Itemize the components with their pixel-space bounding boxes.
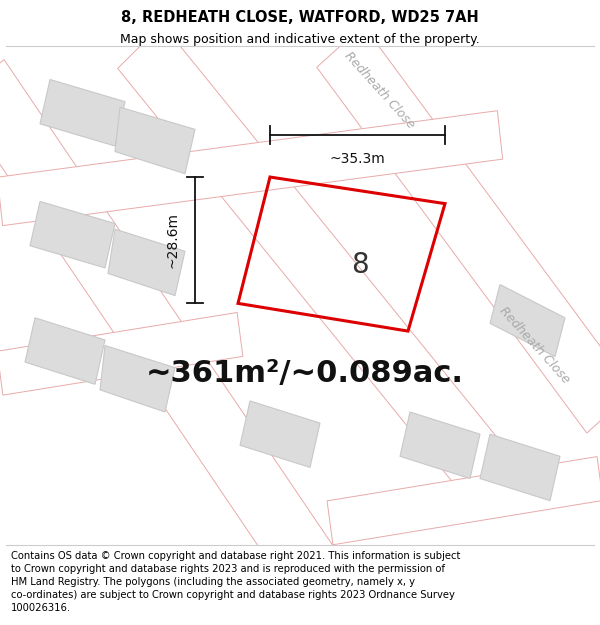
Polygon shape (0, 59, 334, 587)
Polygon shape (327, 457, 600, 545)
Polygon shape (25, 318, 105, 384)
Polygon shape (490, 284, 565, 357)
Polygon shape (40, 79, 125, 146)
Polygon shape (0, 312, 243, 395)
Polygon shape (400, 412, 480, 479)
Polygon shape (317, 25, 600, 433)
Polygon shape (100, 346, 175, 412)
Polygon shape (30, 201, 115, 268)
Polygon shape (480, 434, 560, 501)
Polygon shape (108, 229, 185, 296)
Text: Map shows position and indicative extent of the property.: Map shows position and indicative extent… (120, 33, 480, 46)
Polygon shape (118, 24, 512, 501)
Polygon shape (115, 107, 195, 174)
Text: 8, REDHEATH CLOSE, WATFORD, WD25 7AH: 8, REDHEATH CLOSE, WATFORD, WD25 7AH (121, 10, 479, 25)
Text: ~361m²/~0.089ac.: ~361m²/~0.089ac. (146, 359, 464, 388)
Text: ~35.3m: ~35.3m (329, 152, 385, 166)
Text: Redheath Close: Redheath Close (342, 49, 418, 131)
Text: 8: 8 (352, 251, 369, 279)
Polygon shape (240, 401, 320, 468)
Text: ~28.6m: ~28.6m (166, 213, 180, 268)
Text: Redheath Close: Redheath Close (497, 304, 573, 386)
Polygon shape (0, 111, 503, 226)
Text: Contains OS data © Crown copyright and database right 2021. This information is : Contains OS data © Crown copyright and d… (11, 551, 460, 613)
